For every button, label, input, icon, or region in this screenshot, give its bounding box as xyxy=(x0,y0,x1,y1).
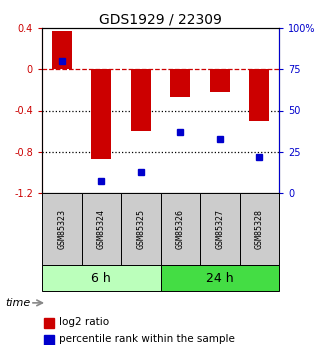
Bar xyxy=(131,69,151,131)
Bar xyxy=(52,31,72,69)
Bar xyxy=(160,193,200,265)
Text: GSM85323: GSM85323 xyxy=(57,209,66,249)
Text: time: time xyxy=(5,298,30,308)
Bar xyxy=(160,265,279,291)
Text: GSM85325: GSM85325 xyxy=(136,209,145,249)
Bar xyxy=(249,69,269,121)
Bar xyxy=(170,69,190,97)
Bar xyxy=(42,193,82,265)
Bar xyxy=(210,69,230,92)
Bar xyxy=(82,193,121,265)
Bar xyxy=(44,318,54,328)
Bar xyxy=(44,335,54,345)
Bar xyxy=(239,193,279,265)
Text: GSM85326: GSM85326 xyxy=(176,209,185,249)
Text: GSM85327: GSM85327 xyxy=(215,209,224,249)
Bar xyxy=(91,69,111,159)
Text: 6 h: 6 h xyxy=(91,272,111,285)
Bar xyxy=(200,193,239,265)
Text: 24 h: 24 h xyxy=(206,272,234,285)
Text: percentile rank within the sample: percentile rank within the sample xyxy=(59,334,235,344)
Text: GSM85328: GSM85328 xyxy=(255,209,264,249)
Text: GSM85324: GSM85324 xyxy=(97,209,106,249)
Bar xyxy=(42,265,160,291)
Bar xyxy=(121,193,160,265)
Text: log2 ratio: log2 ratio xyxy=(59,317,109,327)
Title: GDS1929 / 22309: GDS1929 / 22309 xyxy=(99,13,222,27)
